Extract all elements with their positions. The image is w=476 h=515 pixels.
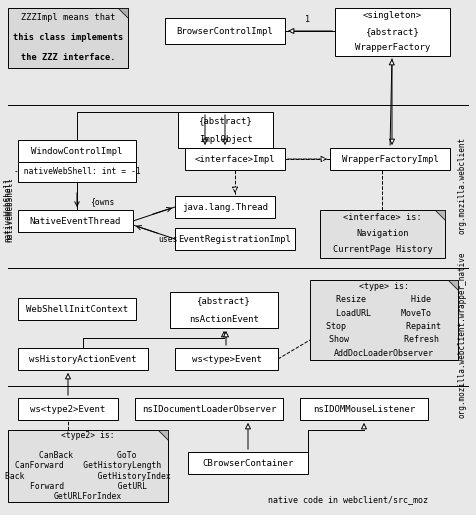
Text: <type> is:: <type> is: xyxy=(359,282,409,291)
Bar xyxy=(178,112,273,148)
Text: Resize         Hide: Resize Hide xyxy=(337,296,432,304)
Text: Back               GetHistoryIndex: Back GetHistoryIndex xyxy=(5,472,171,481)
Text: Stop            Repaint: Stop Repaint xyxy=(327,322,442,331)
Text: WindowControlImpl: WindowControlImpl xyxy=(31,146,123,156)
Bar xyxy=(320,210,445,258)
Text: nsActionEvent: nsActionEvent xyxy=(189,315,259,323)
Polygon shape xyxy=(158,430,168,440)
Text: <singleton>: <singleton> xyxy=(363,11,422,21)
Text: nativeWebShell: nativeWebShell xyxy=(3,178,12,243)
Bar xyxy=(8,8,128,68)
Text: ws<type2>Event: ws<type2>Event xyxy=(30,404,106,414)
Bar xyxy=(185,148,285,170)
Text: <interface>Impl: <interface>Impl xyxy=(195,154,275,163)
Bar xyxy=(170,292,278,328)
Text: NativeEventThread: NativeEventThread xyxy=(30,216,121,226)
Text: Navigation: Navigation xyxy=(356,230,409,238)
Text: WrapperFactoryImpl: WrapperFactoryImpl xyxy=(342,154,438,163)
Text: native code in webclient/src_moz: native code in webclient/src_moz xyxy=(268,495,428,505)
Text: ImplObject: ImplObject xyxy=(198,134,252,144)
Text: nsIDocumentLoaderObserver: nsIDocumentLoaderObserver xyxy=(142,404,276,414)
Text: - nativeWebShell: int = -1: - nativeWebShell: int = -1 xyxy=(14,167,140,177)
Bar xyxy=(330,148,450,170)
Bar xyxy=(175,228,295,250)
Bar xyxy=(18,298,136,320)
Text: WebShellInitContext: WebShellInitContext xyxy=(26,304,128,314)
Text: org.mozilla.webclient.wrapper_native: org.mozilla.webclient.wrapper_native xyxy=(457,252,466,418)
Bar xyxy=(188,452,308,474)
Bar xyxy=(18,348,148,370)
Text: <type2> is:: <type2> is: xyxy=(61,431,115,440)
Text: <interface> is:: <interface> is: xyxy=(343,214,422,222)
Bar xyxy=(165,18,285,44)
Polygon shape xyxy=(436,210,445,219)
Bar xyxy=(135,398,283,420)
Bar xyxy=(175,196,275,218)
Text: CanBack         GoTo: CanBack GoTo xyxy=(39,451,137,460)
Bar xyxy=(310,280,458,360)
Text: nsIDOMMouseListener: nsIDOMMouseListener xyxy=(313,404,415,414)
Text: WrapperFactory: WrapperFactory xyxy=(355,43,430,53)
Text: BrowserControlImpl: BrowserControlImpl xyxy=(177,26,273,36)
Bar xyxy=(8,430,168,502)
Text: CanForward    GetHistoryLength: CanForward GetHistoryLength xyxy=(15,461,161,471)
Text: ws<type>Event: ws<type>Event xyxy=(191,354,261,364)
Polygon shape xyxy=(448,280,458,290)
Bar xyxy=(175,348,278,370)
Text: java.lang.Thread: java.lang.Thread xyxy=(182,202,268,212)
Text: org.mozilla.webclient: org.mozilla.webclient xyxy=(457,136,466,234)
Bar xyxy=(18,210,133,232)
Bar xyxy=(18,398,118,420)
Polygon shape xyxy=(118,8,128,18)
Text: GetURLForIndex: GetURLForIndex xyxy=(54,492,122,502)
Text: wsHistoryActionEvent: wsHistoryActionEvent xyxy=(29,354,137,364)
Bar xyxy=(335,8,450,56)
Text: this class implements: this class implements xyxy=(13,33,123,43)
Text: Forward           GetURL: Forward GetURL xyxy=(30,482,147,491)
Bar xyxy=(18,162,136,182)
Text: {owns: {owns xyxy=(90,197,114,207)
Text: {abstract}: {abstract} xyxy=(197,297,251,305)
Text: 1: 1 xyxy=(305,15,310,24)
Text: EventRegistrationImpl: EventRegistrationImpl xyxy=(178,234,291,244)
Text: uses: uses xyxy=(158,235,178,245)
Bar xyxy=(300,398,428,420)
Text: Show           Refresh: Show Refresh xyxy=(329,335,439,345)
Text: AddDocLoaderObserver: AddDocLoaderObserver xyxy=(334,349,434,358)
Text: {abstract}: {abstract} xyxy=(198,116,252,126)
Bar xyxy=(18,140,136,162)
Text: LoadURL      MoveTo: LoadURL MoveTo xyxy=(337,309,432,318)
Text: ZZZImpl means that: ZZZImpl means that xyxy=(21,13,115,23)
Text: nativeWebShell: nativeWebShell xyxy=(6,178,14,243)
Text: {abstract}: {abstract} xyxy=(366,27,419,37)
Text: the ZZZ interface.: the ZZZ interface. xyxy=(21,54,115,62)
Text: CBrowserContainer: CBrowserContainer xyxy=(202,458,294,468)
Text: CurrentPage History: CurrentPage History xyxy=(333,246,432,254)
